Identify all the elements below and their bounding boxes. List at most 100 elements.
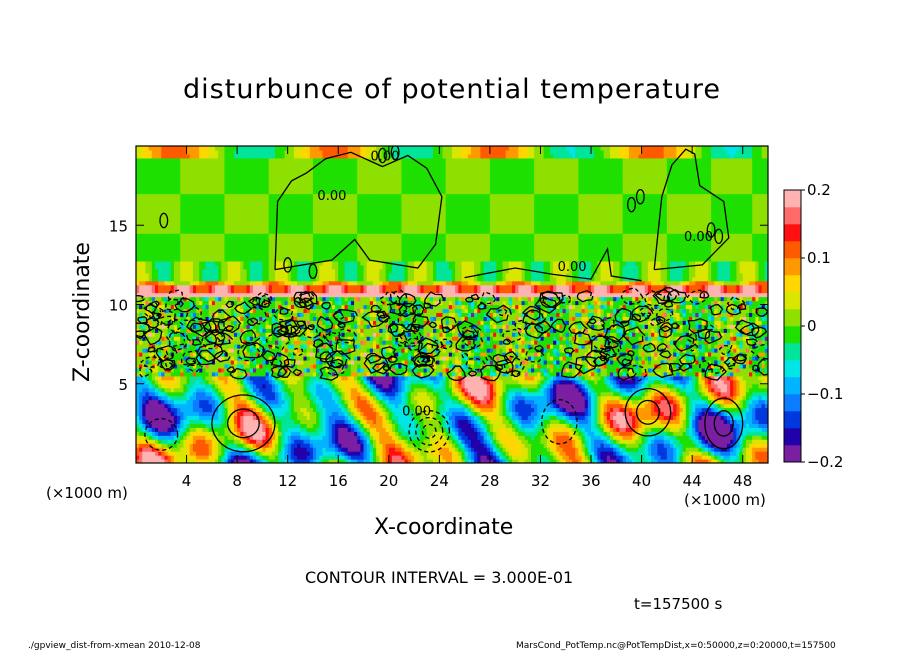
heatmap-cell: [170, 423, 175, 428]
heatmap-cell: [170, 225, 175, 230]
heatmap-cell: [164, 379, 169, 385]
heatmap-cell: [142, 447, 147, 452]
heatmap-cell: [177, 320, 181, 325]
heatmap-cell: [186, 173, 191, 179]
heatmap-cell: [164, 383, 169, 389]
heatmap-cell: [142, 324, 147, 329]
heatmap-cell: [177, 280, 181, 286]
heatmap-cell: [189, 272, 194, 278]
heatmap-cell: [186, 146, 191, 151]
heatmap-cell: [136, 272, 140, 278]
heatmap-cell: [164, 300, 169, 306]
heatmap-cell: [180, 268, 184, 274]
heatmap-cell: [136, 256, 140, 262]
heatmap-cell: [158, 332, 162, 337]
heatmap-cell: [183, 260, 188, 266]
heatmap-cell: [186, 415, 191, 421]
heatmap-cell: [170, 177, 175, 183]
heatmap-cell: [183, 284, 188, 290]
heatmap-cell: [161, 395, 166, 401]
heatmap-cell: [148, 213, 153, 218]
heatmap-cell: [186, 217, 191, 222]
heatmap-cell: [173, 363, 178, 369]
heatmap-cell: [145, 225, 150, 230]
heatmap-cell: [139, 149, 143, 155]
heatmap-cell: [151, 292, 156, 298]
heatmap-cell: [158, 316, 162, 321]
heatmap-cell: [189, 407, 194, 413]
heatmap-cell: [180, 316, 184, 321]
heatmap-cell: [167, 201, 172, 207]
heatmap-cell: [145, 332, 150, 337]
heatmap-cell: [151, 241, 156, 246]
heatmap-cell: [139, 146, 143, 151]
heatmap-cell: [145, 181, 150, 187]
heatmap-cell: [180, 276, 184, 282]
heatmap-cell: [189, 221, 194, 226]
heatmap-cell: [164, 348, 169, 353]
heatmap-cell: [151, 308, 156, 314]
heatmap-cell: [177, 308, 181, 314]
heatmap-cell: [177, 328, 181, 333]
heatmap-cell: [173, 411, 178, 417]
heatmap-cell: [180, 443, 184, 448]
heatmap-cell: [167, 435, 172, 440]
heatmap-cell: [170, 288, 175, 294]
heatmap-cell: [151, 268, 156, 274]
heatmap-cell: [142, 411, 147, 417]
heatmap-cell: [170, 229, 175, 234]
heatmap-cell: [167, 439, 172, 444]
heatmap-cell: [145, 443, 150, 448]
heatmap-cell: [180, 435, 184, 440]
heatmap-cell: [145, 383, 150, 389]
heatmap-cell: [151, 300, 156, 306]
heatmap-cell: [158, 173, 162, 179]
heatmap-cell: [164, 427, 169, 432]
heatmap-cell: [183, 431, 188, 436]
heatmap-cell: [151, 245, 156, 250]
heatmap-cell: [154, 439, 159, 444]
heatmap-cell: [136, 241, 140, 246]
heatmap-cell: [177, 391, 181, 397]
heatmap-cell: [148, 252, 153, 258]
heatmap-cell: [186, 245, 191, 250]
heatmap-cell: [170, 252, 175, 258]
heatmap-cell: [136, 395, 140, 401]
heatmap-cell: [183, 272, 188, 278]
heatmap-cell: [158, 237, 162, 242]
heatmap-cell: [183, 407, 188, 413]
heatmap-cell: [167, 209, 172, 214]
heatmap-cell: [167, 411, 172, 417]
heatmap-cell: [154, 415, 159, 421]
heatmap-cell: [167, 395, 172, 401]
heatmap-cell: [164, 245, 169, 250]
heatmap-cell: [151, 435, 156, 440]
heatmap-cell: [173, 252, 178, 258]
heatmap-cell: [145, 241, 150, 246]
heatmap-cell: [164, 252, 169, 258]
heatmap-cell: [183, 213, 188, 218]
heatmap-cell: [139, 221, 143, 226]
heatmap-cell: [145, 324, 150, 329]
heatmap-cell: [158, 241, 162, 246]
heatmap-cell: [189, 423, 194, 428]
heatmap-cell: [145, 431, 150, 436]
heatmap-cell: [161, 371, 166, 377]
heatmap-cell: [139, 201, 143, 207]
heatmap-cell: [177, 161, 181, 167]
heatmap-cell: [164, 268, 169, 274]
heatmap-cell: [173, 459, 178, 463]
heatmap-cell: [170, 379, 175, 385]
heatmap-cell: [186, 324, 191, 329]
heatmap-cell: [186, 423, 191, 428]
heatmap-cell: [145, 189, 150, 195]
heatmap-cell: [158, 348, 162, 353]
heatmap-cell: [148, 320, 153, 325]
heatmap-cell: [158, 157, 162, 163]
heatmap-cell: [167, 336, 172, 341]
heatmap-cell: [173, 332, 178, 337]
heatmap-cell: [158, 197, 162, 203]
heatmap-cell: [167, 407, 172, 413]
heatmap-cell: [142, 276, 147, 282]
heatmap-cell: [154, 379, 159, 385]
